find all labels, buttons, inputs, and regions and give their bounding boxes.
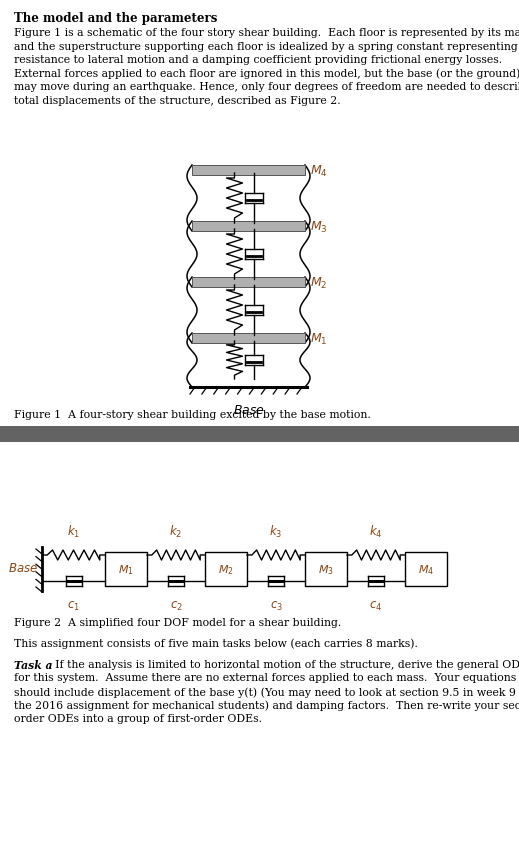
- Bar: [0, 426, 519, 442]
- Text: $M_3$: $M_3$: [318, 562, 334, 576]
- Bar: [192, 165, 305, 176]
- Text: $M_2$: $M_2$: [218, 562, 234, 576]
- Text: resistance to lateral motion and a damping coefficient providing frictional ener: resistance to lateral motion and a dampi…: [14, 55, 502, 65]
- Text: should include displacement of the base y(t) (You may need to look at section 9.: should include displacement of the base …: [14, 686, 519, 697]
- Text: order ODEs into a group of first-order ODEs.: order ODEs into a group of first-order O…: [14, 713, 262, 723]
- Text: This assignment consists of five main tasks below (each carries 8 marks).: This assignment consists of five main ta…: [14, 637, 418, 648]
- Text: $c_1$: $c_1$: [67, 599, 80, 613]
- Text: $M_4$: $M_4$: [418, 562, 434, 576]
- Bar: [192, 222, 305, 232]
- Text: Task a: Task a: [14, 659, 52, 670]
- Text: External forces applied to each floor are ignored in this model, but the base (o: External forces applied to each floor ar…: [14, 68, 519, 79]
- Text: may move during an earthquake. Hence, only four degrees of freedom are needed to: may move during an earthquake. Hence, on…: [14, 82, 519, 92]
- Text: The model and the parameters: The model and the parameters: [14, 12, 217, 25]
- Text: the 2016 assignment for mechanical students) and damping factors.  Then re-write: the 2016 assignment for mechanical stude…: [14, 700, 519, 710]
- Text: and the superstructure supporting each floor is idealized by a spring constant r: and the superstructure supporting each f…: [14, 41, 518, 51]
- Text: $\it{Base}$: $\it{Base}$: [233, 403, 265, 416]
- Bar: [405, 552, 447, 587]
- Text: $M_2$: $M_2$: [310, 275, 327, 290]
- Text: $c_4$: $c_4$: [370, 599, 383, 613]
- Text: Figure 1 is a schematic of the four story shear building.  Each floor is represe: Figure 1 is a schematic of the four stor…: [14, 28, 519, 38]
- Bar: [305, 552, 347, 587]
- Text: Figure 2  A simplified four DOF model for a shear building.: Figure 2 A simplified four DOF model for…: [14, 617, 342, 627]
- Text: for this system.  Assume there are no external forces applied to each mass.  You: for this system. Assume there are no ext…: [14, 673, 516, 683]
- Bar: [205, 552, 247, 587]
- Text: $M_4$: $M_4$: [310, 163, 328, 178]
- Text: $k_2$: $k_2$: [169, 523, 183, 539]
- Bar: [192, 278, 305, 288]
- Text: $k_1$: $k_1$: [67, 523, 80, 539]
- Text: total displacements of the structure, described as Figure 2.: total displacements of the structure, de…: [14, 95, 340, 106]
- Text: $M_3$: $M_3$: [310, 219, 327, 235]
- Bar: [192, 333, 305, 344]
- Text: $c_3$: $c_3$: [269, 599, 282, 613]
- Text: $\it{Base}$: $\it{Base}$: [8, 560, 38, 574]
- Text: $k_3$: $k_3$: [269, 523, 283, 539]
- Text: $M_1$: $M_1$: [118, 562, 134, 576]
- Text: Figure 1  A four-story shear building excited by the base motion.: Figure 1 A four-story shear building exc…: [14, 409, 371, 419]
- Text: $M_1$: $M_1$: [310, 331, 327, 346]
- Text: $k_4$: $k_4$: [369, 523, 383, 539]
- Text: $c_2$: $c_2$: [170, 599, 183, 613]
- Text: : If the analysis is limited to horizontal motion of the structure, derive the g: : If the analysis is limited to horizont…: [48, 659, 519, 669]
- Bar: [105, 552, 147, 587]
